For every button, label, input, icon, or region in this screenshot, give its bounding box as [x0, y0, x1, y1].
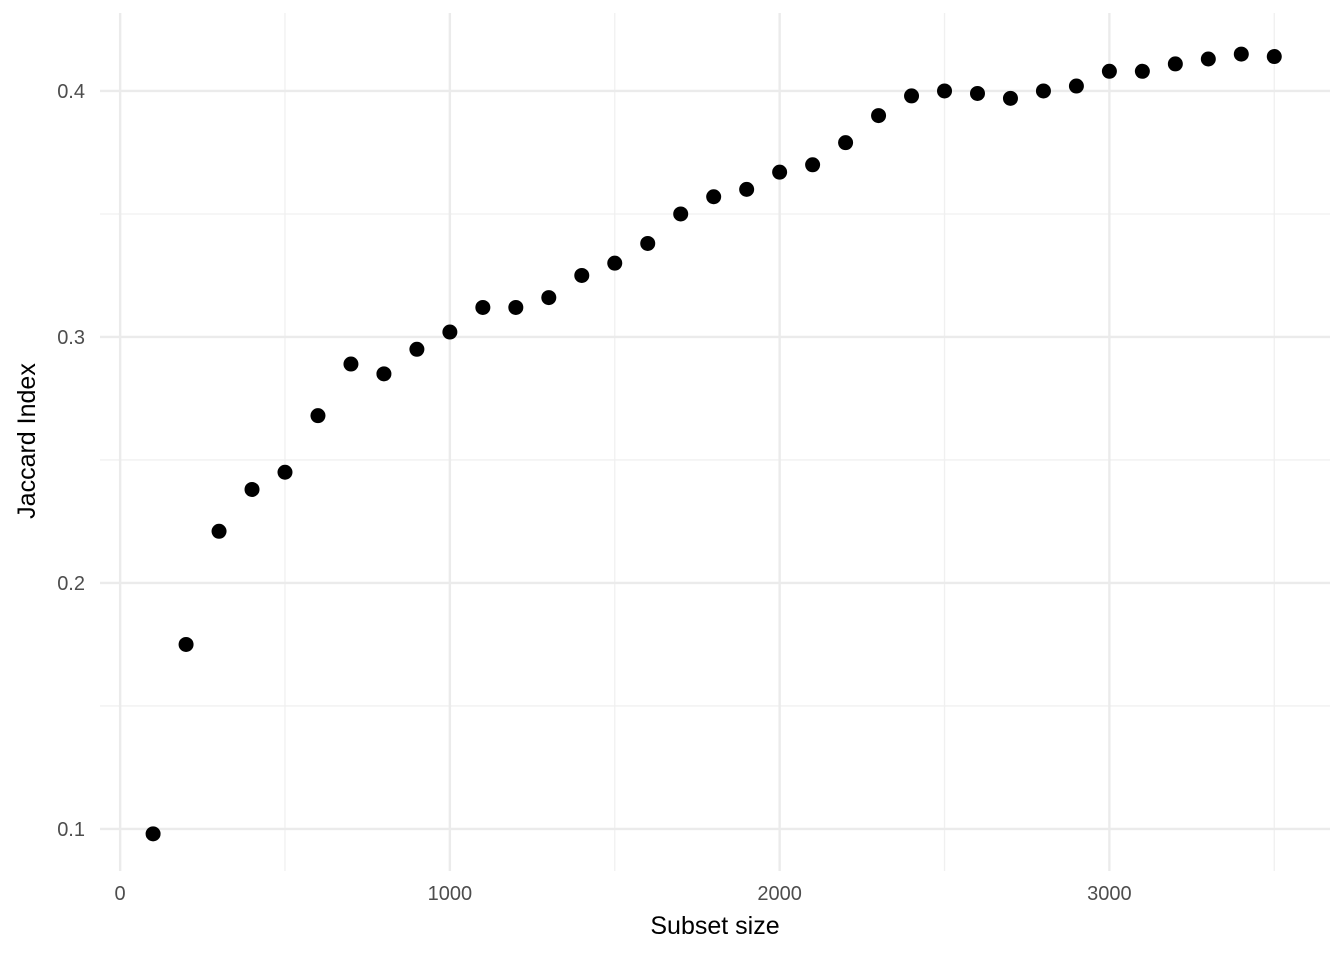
data-point — [1002, 90, 1018, 106]
data-point — [805, 157, 821, 173]
data-point — [1134, 63, 1150, 79]
data-point — [640, 235, 656, 251]
data-point — [1233, 46, 1249, 62]
y-tick-label: 0.1 — [57, 819, 85, 841]
y-tick-label: 0.3 — [57, 327, 85, 349]
data-point — [145, 826, 161, 842]
major-gridlines — [100, 13, 1330, 871]
x-tick-label: 2000 — [757, 883, 802, 905]
data-point — [376, 366, 392, 382]
data-point — [937, 83, 953, 99]
data-point — [1266, 49, 1282, 65]
x-tick-label: 1000 — [428, 883, 473, 905]
data-point — [475, 299, 491, 315]
y-axis-tick-labels: 0.1 0.2 0.3 0.4 — [57, 81, 85, 841]
y-axis-title: Jaccard Index — [13, 363, 41, 519]
data-point — [409, 341, 425, 357]
data-point — [838, 135, 854, 151]
data-point — [772, 164, 788, 180]
data-point — [211, 523, 227, 539]
data-point — [1101, 63, 1117, 79]
x-tick-label: 3000 — [1087, 883, 1132, 905]
data-point — [178, 636, 194, 652]
data-point — [871, 108, 887, 124]
data-point — [310, 408, 326, 424]
x-axis-title: Subset size — [650, 912, 780, 940]
data-point — [706, 189, 722, 205]
data-points — [145, 46, 1282, 842]
data-point — [574, 267, 590, 283]
x-tick-label: 0 — [115, 883, 126, 905]
data-point — [277, 464, 293, 480]
y-tick-label: 0.4 — [57, 81, 85, 103]
data-point — [904, 88, 920, 104]
data-point — [1200, 51, 1216, 67]
data-point — [508, 299, 524, 315]
data-point — [969, 85, 985, 101]
data-point — [343, 356, 359, 372]
data-point — [442, 324, 458, 340]
x-axis-tick-labels: 0 1000 2000 3000 — [115, 883, 1132, 905]
data-point — [541, 290, 557, 306]
data-point — [1035, 83, 1051, 99]
data-point — [1167, 56, 1183, 72]
data-point — [244, 481, 260, 497]
minor-gridlines — [100, 13, 1330, 871]
data-point — [1068, 78, 1084, 94]
y-tick-label: 0.2 — [57, 573, 85, 595]
data-point — [739, 181, 755, 197]
data-point — [673, 206, 689, 222]
data-point — [607, 255, 623, 271]
